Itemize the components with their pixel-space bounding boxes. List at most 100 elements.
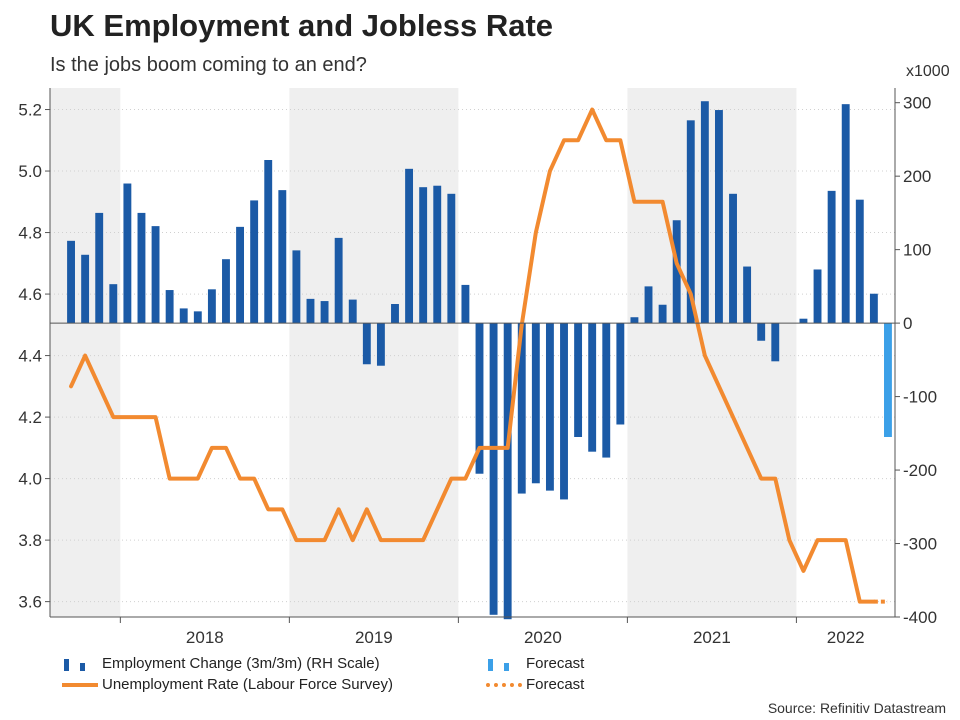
left-tick-label: 5.0 bbox=[18, 162, 42, 181]
employment-bar bbox=[95, 212, 104, 324]
left-tick-label: 4.4 bbox=[18, 347, 42, 366]
left-tick-label: 5.2 bbox=[18, 101, 42, 120]
employment-bar bbox=[827, 190, 836, 324]
employment-bar bbox=[630, 317, 639, 324]
employment-bar bbox=[672, 220, 681, 324]
employment-bar bbox=[616, 323, 625, 425]
right-tick-label: 0 bbox=[903, 314, 912, 333]
employment-bar bbox=[405, 168, 414, 324]
unemployment-line-group bbox=[69, 107, 888, 604]
employment-bar bbox=[109, 284, 118, 324]
right-tick-label: 100 bbox=[903, 241, 931, 260]
left-tick-label: 3.6 bbox=[18, 593, 42, 612]
left-tick-label: 4.6 bbox=[18, 285, 42, 304]
employment-bar bbox=[222, 259, 230, 324]
shaded-band-2017 bbox=[50, 88, 121, 617]
employment-bar bbox=[334, 237, 343, 324]
legend-employment: Employment Change (3m/3m) (RH Scale) bbox=[62, 655, 380, 672]
employment-bar bbox=[250, 200, 259, 324]
right-tick-label: 200 bbox=[903, 167, 931, 186]
employment-bar bbox=[236, 226, 245, 324]
legend-unemployment-forecast: Forecast bbox=[486, 676, 584, 693]
employment-bar bbox=[179, 308, 188, 324]
right-tick-label: -100 bbox=[903, 388, 937, 407]
employment-bars bbox=[67, 101, 892, 620]
employment-bar bbox=[362, 323, 371, 365]
employment-bar bbox=[714, 110, 723, 324]
employment-bar bbox=[489, 323, 498, 615]
employment-bar bbox=[67, 240, 75, 324]
employment-bar bbox=[644, 286, 653, 324]
employment-bar bbox=[292, 250, 301, 324]
employment-bar bbox=[531, 323, 540, 484]
legend-employment-label: Employment Change (3m/3m) (RH Scale) bbox=[102, 655, 380, 672]
shaded-band-2019 bbox=[289, 88, 459, 617]
right-tick-label: -400 bbox=[903, 608, 937, 627]
legend-unemployment: Unemployment Rate (Labour Force Survey) bbox=[62, 676, 393, 693]
dashed-line-legend-icon bbox=[486, 678, 522, 692]
unemployment-line bbox=[69, 107, 876, 604]
employment-bar bbox=[560, 323, 568, 500]
employment-bar bbox=[602, 323, 611, 458]
legend-unemployment-label: Unemployment Rate (Labour Force Survey) bbox=[102, 676, 393, 693]
forecast-bar-legend-icon bbox=[486, 657, 522, 671]
employment-bar bbox=[348, 299, 357, 324]
employment-bar bbox=[799, 318, 808, 324]
chart-subtitle: Is the jobs boom coming to an end? bbox=[50, 54, 367, 76]
legend-employment-forecast: Forecast bbox=[486, 655, 584, 672]
employment-bar bbox=[419, 187, 428, 324]
left-tick-label: 4.8 bbox=[18, 224, 42, 243]
employment-bar bbox=[545, 323, 554, 491]
employment-bar bbox=[278, 190, 287, 324]
left-tick-label: 4.0 bbox=[18, 470, 42, 489]
gridlines bbox=[50, 109, 895, 603]
chart-title: UK Employment and Jobless Rate bbox=[50, 8, 554, 43]
employment-bar bbox=[376, 323, 385, 366]
right-tick-label: -200 bbox=[903, 461, 937, 480]
employment-bar bbox=[264, 160, 273, 324]
x-tick-label: 2021 bbox=[693, 628, 731, 647]
right-axis-unit: x1000 bbox=[906, 63, 950, 80]
employment-bar bbox=[151, 226, 160, 324]
x-tick-label: 2019 bbox=[355, 628, 393, 647]
left-tick-label: 3.8 bbox=[18, 531, 42, 550]
employment-bar bbox=[193, 311, 202, 324]
employment-bar bbox=[391, 304, 399, 324]
x-tick-label: 2020 bbox=[524, 628, 562, 647]
employment-bar bbox=[658, 304, 667, 324]
employment-forecast-bar bbox=[884, 323, 892, 437]
right-tick-label: -300 bbox=[903, 535, 937, 554]
employment-bar bbox=[503, 323, 512, 620]
right-tick-label: 300 bbox=[903, 94, 931, 113]
employment-bar bbox=[813, 269, 822, 324]
employment-bar bbox=[700, 101, 709, 324]
employment-bar bbox=[320, 301, 329, 324]
employment-bar bbox=[475, 323, 484, 474]
employment-bar bbox=[588, 323, 597, 452]
employment-bar bbox=[869, 293, 878, 324]
employment-bar bbox=[517, 323, 526, 494]
employment-bar bbox=[757, 323, 766, 341]
employment-bar bbox=[771, 323, 780, 362]
x-tick-label: 2022 bbox=[827, 628, 865, 647]
shaded-band-2021 bbox=[627, 88, 797, 617]
employment-bar bbox=[461, 284, 470, 324]
employment-bar bbox=[137, 212, 146, 324]
employment-bar bbox=[841, 104, 850, 324]
employment-bar bbox=[743, 266, 752, 324]
source-note: Source: Refinitiv Datastream bbox=[767, 700, 946, 716]
left-tick-label: 4.2 bbox=[18, 408, 42, 427]
line-legend-icon bbox=[62, 678, 98, 692]
employment-bar bbox=[123, 183, 132, 324]
tick-labels: 3.6 3.8 4.0 4.2 4.4 4.6 4.8 5.0 5.2 -400 -300 -200 -… bbox=[18, 94, 937, 647]
employment-bar bbox=[165, 290, 174, 324]
employment-bar bbox=[81, 254, 90, 324]
x-tick-label: 2018 bbox=[186, 628, 224, 647]
legend-employment-forecast-label: Forecast bbox=[526, 655, 585, 672]
employment-bar bbox=[306, 298, 315, 324]
legend-unemployment-forecast-label: Forecast bbox=[526, 676, 585, 693]
employment-bar bbox=[686, 120, 695, 324]
employment-bar bbox=[207, 289, 216, 324]
employment-bar bbox=[433, 185, 442, 324]
